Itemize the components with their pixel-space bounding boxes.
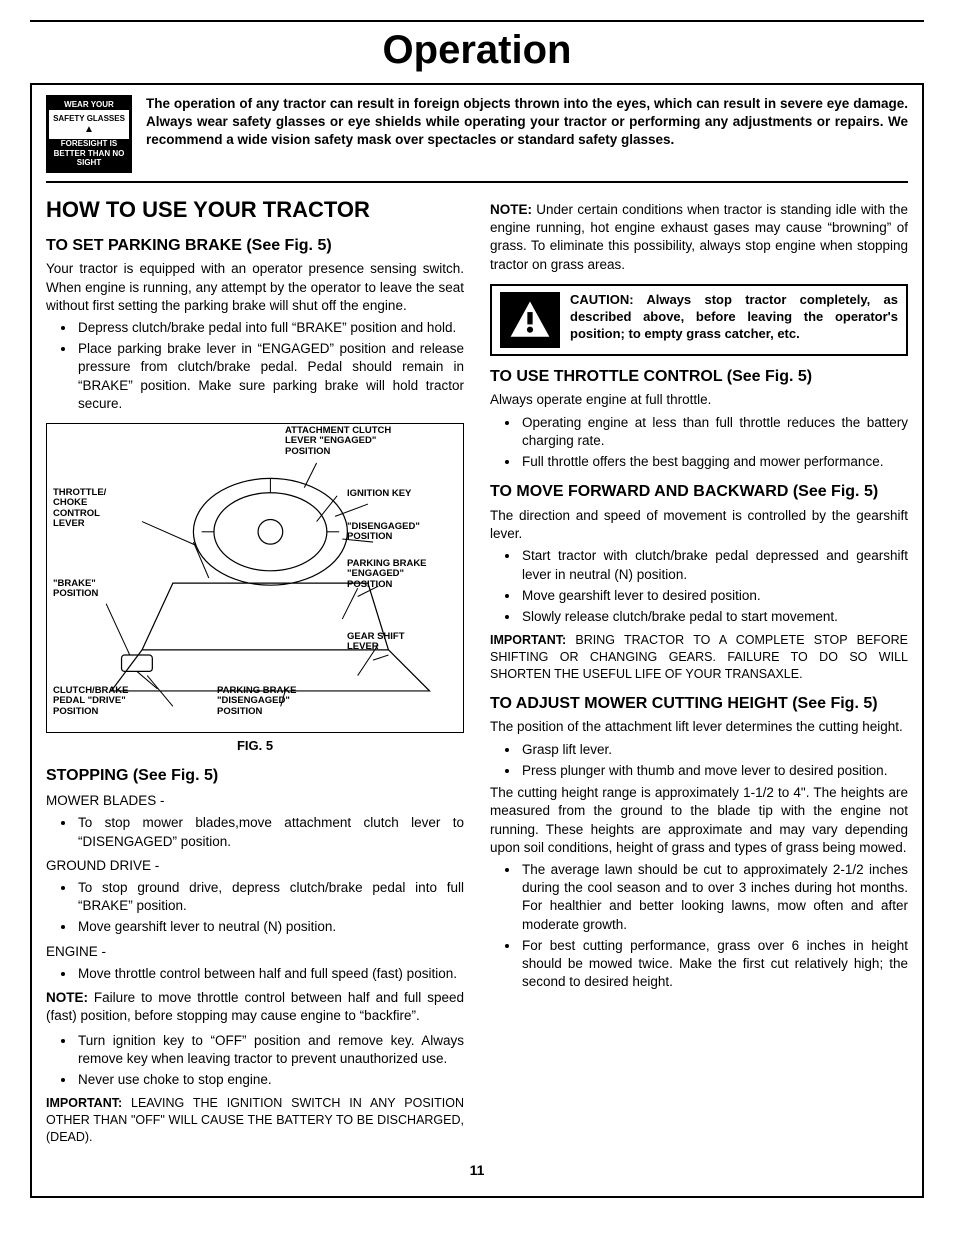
fig-label-disengaged: "DISENGAGED" POSITION xyxy=(347,522,437,543)
badge-mid: SAFETY GLASSES ▲ xyxy=(49,110,129,140)
list-item: For best cutting performance, grass over… xyxy=(520,937,908,992)
caution-triangle-icon xyxy=(500,292,560,348)
ignition-important: IMPORTANT: LEAVING THE IGNITION SWITCH I… xyxy=(46,1095,464,1146)
caution-box: CAUTION: Always stop tractor completely,… xyxy=(490,284,908,356)
mower-blades-list: To stop mower blades,move attachment clu… xyxy=(46,814,464,850)
safety-glasses-badge: WEAR YOUR SAFETY GLASSES ▲ FORESIGHT IS … xyxy=(46,95,132,173)
list-item: To stop ground drive, depress clutch/bra… xyxy=(76,879,464,915)
eye-warning-text: The operation of any tractor can result … xyxy=(146,95,908,150)
throttle-intro: Always operate engine at full throttle. xyxy=(490,391,908,409)
browning-note: NOTE: Under certain conditions when trac… xyxy=(490,201,908,274)
subhead-ground-drive: GROUND DRIVE - xyxy=(46,857,464,875)
subhead-engine: ENGINE - xyxy=(46,943,464,961)
list-item: Press plunger with thumb and move lever … xyxy=(520,762,908,780)
eye-warning-row: WEAR YOUR SAFETY GLASSES ▲ FORESIGHT IS … xyxy=(46,95,908,183)
throttle-list: Operating engine at less than full throt… xyxy=(490,414,908,472)
fig-label-gearshift: GEAR SHIFT LEVER xyxy=(347,632,427,653)
parking-brake-intro: Your tractor is equipped with an operato… xyxy=(46,260,464,315)
list-item: Never use choke to stop engine. xyxy=(76,1071,464,1089)
engine-list: Move throttle control between half and f… xyxy=(46,965,464,983)
transaxle-important: IMPORTANT: BRING TRACTOR TO A COMPLETE S… xyxy=(490,632,908,683)
fig-label-parking-engaged: PARKING BRAKE "ENGAGED" POSITION xyxy=(347,559,442,590)
fig-label-ignition: IGNITION KEY xyxy=(347,489,411,499)
list-item: To stop mower blades,move attachment clu… xyxy=(76,814,464,850)
height-intro: The position of the attachment lift leve… xyxy=(490,718,908,736)
top-rule xyxy=(30,20,924,22)
list-item: Move throttle control between half and f… xyxy=(76,965,464,983)
heading-set-parking-brake: TO SET PARKING BRAKE (See Fig. 5) xyxy=(46,235,464,257)
list-item: Turn ignition key to “OFF” position and … xyxy=(76,1032,464,1068)
move-intro: The direction and speed of movement is c… xyxy=(490,507,908,543)
heading-stopping: STOPPING (See Fig. 5) xyxy=(46,765,464,787)
page-title: Operation xyxy=(30,28,924,73)
fig-label-clutch-drive: CLUTCH/BRAKE PEDAL "DRIVE" POSITION xyxy=(53,686,163,717)
badge-top: WEAR YOUR xyxy=(49,100,129,110)
badge-bottom: FORESIGHT IS BETTER THAN NO SIGHT xyxy=(49,139,129,168)
glasses-icon: ▲ xyxy=(84,125,94,135)
right-column: NOTE: Under certain conditions when trac… xyxy=(490,195,908,1152)
list-item: Operating engine at less than full throt… xyxy=(520,414,908,450)
list-item: Full throttle offers the best bagging an… xyxy=(520,453,908,471)
fig-label-parking-diseng: PARKING BRAKE "DISENGAGED" POSITION xyxy=(217,686,327,717)
subhead-mower-blades: MOWER BLADES - xyxy=(46,792,464,810)
height-tips-list: The average lawn should be cut to approx… xyxy=(490,861,908,992)
caution-text: CAUTION: Always stop tractor completely,… xyxy=(570,292,898,348)
list-item: Place parking brake lever in “ENGAGED” p… xyxy=(76,340,464,413)
height-list: Grasp lift lever. Press plunger with thu… xyxy=(490,741,908,780)
list-item: Move gearshift lever to desired position… xyxy=(520,587,908,605)
fig-label-attachment: ATTACHMENT CLUTCH LEVER "ENGAGED" POSITI… xyxy=(285,426,415,457)
figure-5: ATTACHMENT CLUTCH LEVER "ENGAGED" POSITI… xyxy=(46,423,464,733)
heading-cutting-height: TO ADJUST MOWER CUTTING HEIGHT (See Fig.… xyxy=(490,693,908,715)
ground-drive-list: To stop ground drive, depress clutch/bra… xyxy=(46,879,464,937)
heading-throttle: TO USE THROTTLE CONTROL (See Fig. 5) xyxy=(490,366,908,388)
section-heading-how-to-use: HOW TO USE YOUR TRACTOR xyxy=(46,195,464,225)
list-item: The average lawn should be cut to approx… xyxy=(520,861,908,934)
fig-label-brake-pos: "BRAKE" POSITION xyxy=(53,579,113,600)
figure-5-caption: FIG. 5 xyxy=(46,737,464,755)
height-para: The cutting height range is approximatel… xyxy=(490,784,908,857)
list-item: Depress clutch/brake pedal into full “BR… xyxy=(76,319,464,337)
post-note-list: Turn ignition key to “OFF” position and … xyxy=(46,1032,464,1090)
list-item: Start tractor with clutch/brake pedal de… xyxy=(520,547,908,583)
heading-move: TO MOVE FORWARD AND BACKWARD (See Fig. 5… xyxy=(490,481,908,503)
list-item: Slowly release clutch/brake pedal to sta… xyxy=(520,608,908,626)
content-frame: WEAR YOUR SAFETY GLASSES ▲ FORESIGHT IS … xyxy=(30,83,924,1198)
list-item: Move gearshift lever to neutral (N) posi… xyxy=(76,918,464,936)
two-column-layout: HOW TO USE YOUR TRACTOR TO SET PARKING B… xyxy=(46,195,908,1152)
page-number: 11 xyxy=(46,1162,908,1178)
move-list: Start tractor with clutch/brake pedal de… xyxy=(490,547,908,626)
fig-label-throttle: THROTTLE/ CHOKE CONTROL LEVER xyxy=(53,488,128,530)
parking-brake-list: Depress clutch/brake pedal into full “BR… xyxy=(46,319,464,413)
backfire-note: NOTE: Failure to move throttle control b… xyxy=(46,989,464,1025)
list-item: Grasp lift lever. xyxy=(520,741,908,759)
left-column: HOW TO USE YOUR TRACTOR TO SET PARKING B… xyxy=(46,195,464,1152)
